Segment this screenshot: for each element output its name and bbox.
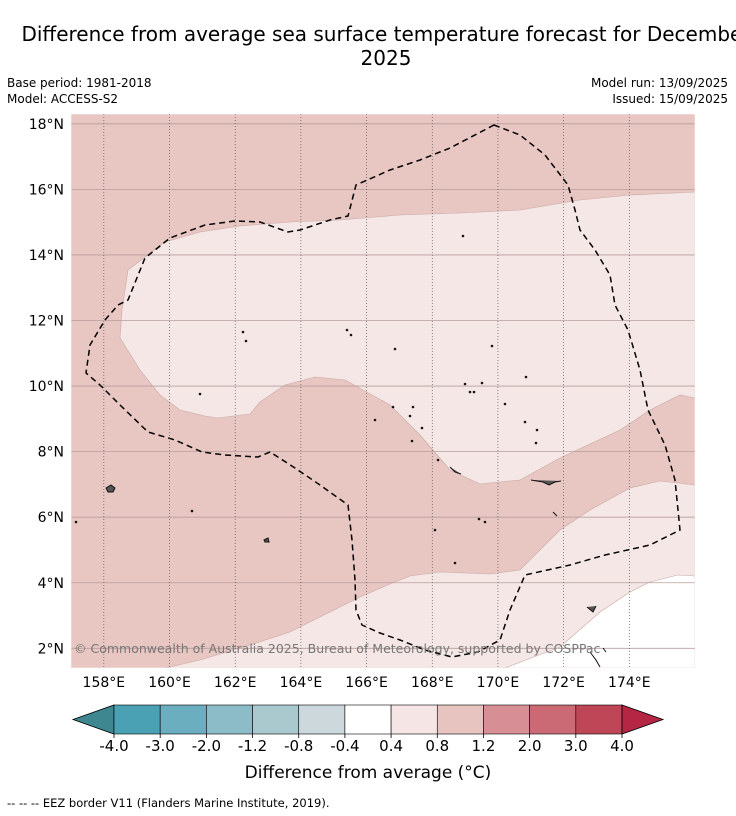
colorbar-segment [390,704,438,735]
colorbar-over-arrow [621,704,665,735]
colorbar-tick-label: 2.0 [518,737,542,755]
colorbar: -4.0 -3.0 -2.0 -1.2 -0.8 -0.4 0.4 0.8 1.2 2.0 3.0 4… [71,704,665,755]
colorbar-tick-label: -4.0 [99,737,128,755]
lon-label: 158°E [83,675,126,691]
issued-date: Issued: 15/09/2025 [612,92,728,106]
colorbar-tick-label: 0.4 [379,737,403,755]
latitude-labels: 18°N 16°N 14°N 12°N 10°N 8°N 6°N 4°N 2°N [29,117,64,657]
map-frame [70,113,696,669]
meta-right: Model run: 13/09/2025 Issued: 15/09/2025 [591,75,728,107]
colorbar-segment [298,704,346,735]
lon-label: 166°E [345,675,388,691]
anomaly-band-0.4-0.8-south [164,480,695,668]
colorbar-title: Difference from average (°C) [244,763,492,783]
colorbar-tick-label: 0.8 [425,737,449,755]
colorbar-segment [206,704,253,735]
colorbar-tick-label: -1.2 [238,737,267,755]
lon-label: 170°E [477,675,520,691]
colorbar-tick-label: -2.0 [192,737,221,755]
copyright-notice: © Commonwealth of Australia 2025, Bureau… [74,641,600,656]
colorbar-tick-label: 4.0 [610,737,634,755]
lat-label: 6°N [38,510,64,526]
lat-label: 8°N [38,445,64,461]
anomaly-band-0.4-0.8-north [119,191,695,485]
colorbar-under-arrow [71,704,115,735]
colorbar-segment [575,704,623,735]
lat-label: 10°N [29,379,64,395]
colorbar-tick-label: 1.2 [472,737,496,755]
meta-left: Base period: 1981-2018 Model: ACCESS-S2 [7,75,152,107]
lat-label: 14°N [29,248,64,264]
lon-label: 174°E [608,675,651,691]
lon-label: 160°E [148,675,191,691]
eez-legend-note: -- -- -- EEZ border V11 (Flanders Marine… [7,796,330,810]
colorbar-tick-label: 3.0 [564,737,588,755]
lat-label: 12°N [29,314,64,330]
graticule [71,114,695,668]
colorbar-segment [252,704,300,735]
map-plot-area: © Commonwealth of Australia 2025, Bureau… [71,114,695,668]
colorbar-segment [529,704,577,735]
lon-label: 162°E [214,675,257,691]
base-period: Base period: 1981-2018 [7,76,152,90]
lon-label: 172°E [542,675,585,691]
islands [74,234,607,668]
eez-border [85,124,681,658]
colorbar-segment [344,704,392,735]
lat-label: 4°N [38,576,64,592]
lat-label: 16°N [29,182,64,198]
lon-label: 164°E [280,675,323,691]
colorbar-segment [436,704,484,735]
map-title: Difference from average sea surface temp… [21,22,736,70]
lat-label: 2°N [38,641,64,657]
colorbar-tick-label: -3.0 [146,737,175,755]
lat-label: 18°N [29,117,64,133]
colorbar-segment [113,704,161,735]
lon-label: 168°E [411,675,454,691]
colorbar-tick-label: -0.8 [284,737,313,755]
colorbar-segment [483,704,530,735]
longitude-labels: 158°E 160°E 162°E 164°E 166°E 168°E 170°E 172°E… [83,675,651,691]
model-run: Model run: 13/09/2025 [590,76,728,90]
anomaly-band-neutral [504,574,695,668]
model-name: Model: ACCESS-S2 [7,92,119,106]
colorbar-segment [159,704,207,735]
colorbar-tick-label: -0.4 [330,737,359,755]
